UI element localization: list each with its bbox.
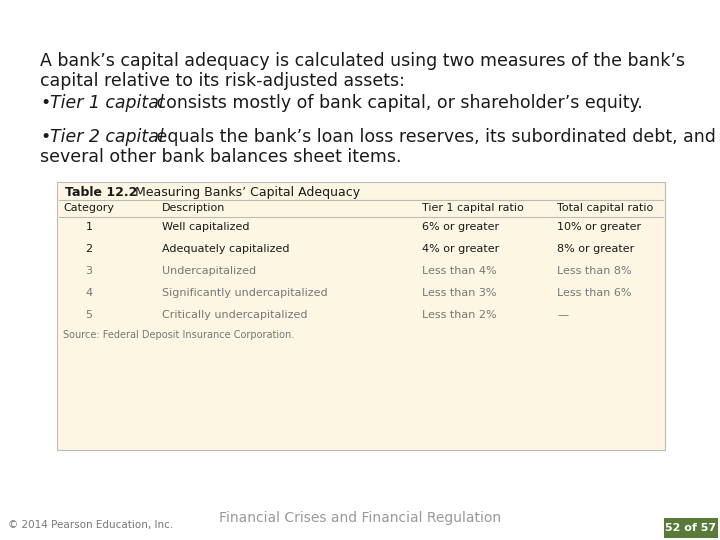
Text: Critically undercapitalized: Critically undercapitalized <box>162 310 307 320</box>
Text: A bank’s capital adequacy is calculated using two measures of the bank’s: A bank’s capital adequacy is calculated … <box>40 52 685 70</box>
Text: 8% or greater: 8% or greater <box>557 244 634 254</box>
Text: Adequately capitalized: Adequately capitalized <box>162 244 289 254</box>
Text: Source: Federal Deposit Insurance Corporation.: Source: Federal Deposit Insurance Corpor… <box>63 330 294 340</box>
Text: © 2014 Pearson Education, Inc.: © 2014 Pearson Education, Inc. <box>8 520 174 530</box>
Text: Tier 1 capital ratio: Tier 1 capital ratio <box>422 203 523 213</box>
Text: Significantly undercapitalized: Significantly undercapitalized <box>162 288 328 298</box>
Text: Table 12.2: Table 12.2 <box>65 186 138 199</box>
Text: Undercapitalized: Undercapitalized <box>162 266 256 276</box>
Text: consists mostly of bank capital, or shareholder’s equity.: consists mostly of bank capital, or shar… <box>150 94 642 112</box>
Text: Less than 6%: Less than 6% <box>557 288 631 298</box>
Text: 4% or greater: 4% or greater <box>422 244 499 254</box>
Text: Total capital ratio: Total capital ratio <box>557 203 653 213</box>
Text: Measuring Banks’ Capital Adequacy: Measuring Banks’ Capital Adequacy <box>127 186 360 199</box>
Text: Description: Description <box>162 203 225 213</box>
Text: equals the bank’s loan loss reserves, its subordinated debt, and: equals the bank’s loan loss reserves, it… <box>150 128 716 146</box>
Text: Less than 2%: Less than 2% <box>422 310 497 320</box>
Text: •: • <box>40 94 50 112</box>
Text: —: — <box>557 310 568 320</box>
Text: Well capitalized: Well capitalized <box>162 222 250 232</box>
Text: Less than 8%: Less than 8% <box>557 266 631 276</box>
Text: 52 of 57: 52 of 57 <box>665 523 716 533</box>
Text: 2: 2 <box>86 244 93 254</box>
Text: 5: 5 <box>86 310 92 320</box>
FancyBboxPatch shape <box>57 182 665 450</box>
Text: 10% or greater: 10% or greater <box>557 222 641 232</box>
Text: Category: Category <box>63 203 114 213</box>
Text: 3: 3 <box>86 266 92 276</box>
Text: 6% or greater: 6% or greater <box>422 222 499 232</box>
Text: capital relative to its risk-adjusted assets:: capital relative to its risk-adjusted as… <box>40 72 405 90</box>
Text: 4: 4 <box>86 288 93 298</box>
FancyBboxPatch shape <box>664 518 718 538</box>
Text: Tier 2 capital: Tier 2 capital <box>50 128 163 146</box>
Text: Tier 1 capital: Tier 1 capital <box>50 94 163 112</box>
Text: Less than 3%: Less than 3% <box>422 288 497 298</box>
Text: Less than 4%: Less than 4% <box>422 266 497 276</box>
Text: •: • <box>40 128 50 146</box>
Text: 1: 1 <box>86 222 92 232</box>
Text: several other bank balances sheet items.: several other bank balances sheet items. <box>40 148 402 166</box>
Text: Financial Crises and Financial Regulation: Financial Crises and Financial Regulatio… <box>219 511 501 525</box>
